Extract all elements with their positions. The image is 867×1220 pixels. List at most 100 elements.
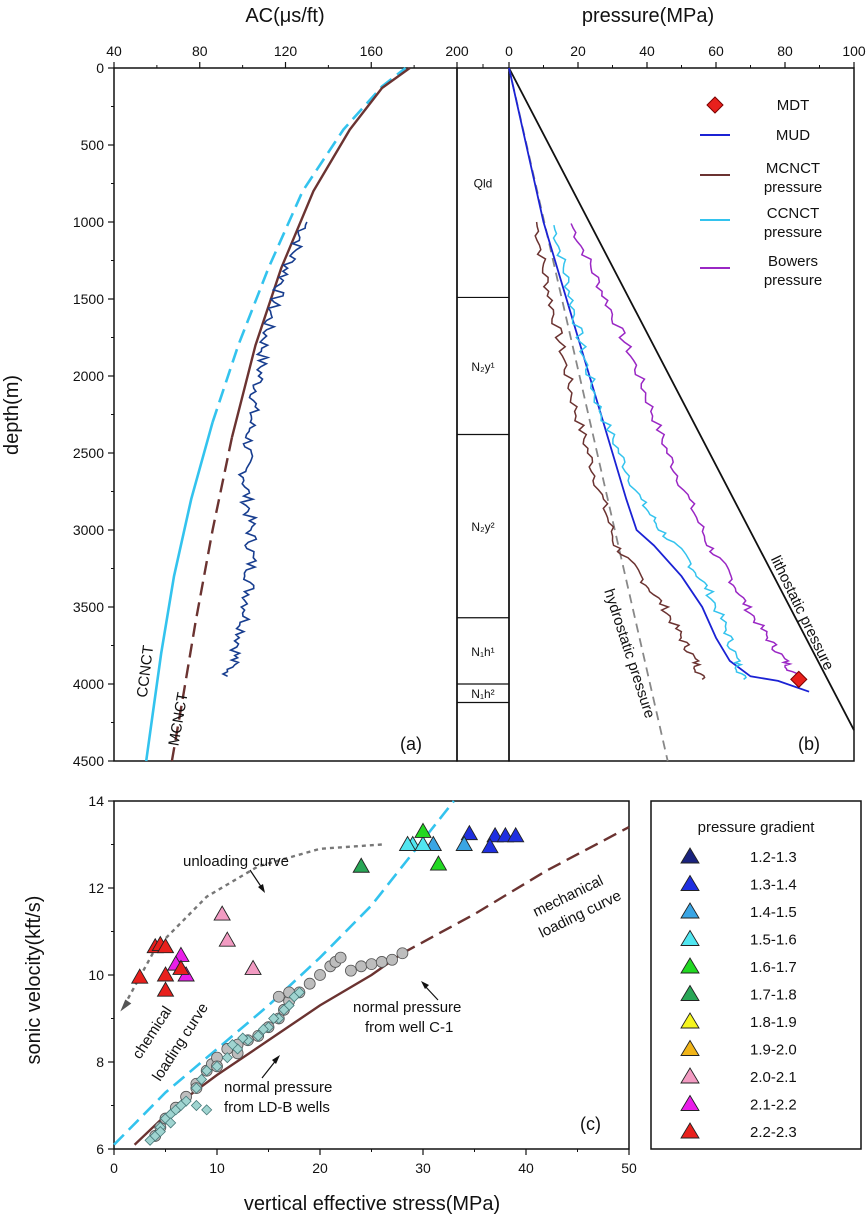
formation-label: N₁h¹ bbox=[471, 645, 494, 659]
ldb-point bbox=[195, 1073, 208, 1085]
unloading-arrow bbox=[249, 869, 263, 889]
panel-c-y-tick-label: 10 bbox=[88, 967, 104, 983]
ldb-point bbox=[268, 1012, 280, 1025]
ldb-point bbox=[190, 1099, 202, 1112]
legend-gradient-label: 1.4-1.5 bbox=[750, 904, 797, 921]
gradient-point bbox=[398, 835, 417, 851]
panel-c-x-tick-label: 10 bbox=[209, 1160, 225, 1176]
ldb-point bbox=[293, 986, 305, 998]
panel-a-y-tick-label: 3000 bbox=[73, 522, 104, 538]
gradient-point bbox=[156, 966, 175, 982]
panel-c-x-tick-label: 40 bbox=[518, 1160, 534, 1176]
panel-c: vertical effective stress(MPa) sonic vel… bbox=[23, 793, 637, 1215]
gradient-point bbox=[156, 937, 175, 954]
legend-gradient-marker bbox=[680, 1012, 700, 1029]
unloading-arrowhead bbox=[258, 884, 265, 893]
panel-a-x-tick-label: 40 bbox=[106, 43, 122, 59]
legend-gradient-label: 1.5-1.6 bbox=[750, 932, 797, 949]
legend-gradient-marker bbox=[680, 1039, 700, 1056]
panel-a-y-tick-label: 4000 bbox=[73, 676, 104, 692]
legend-entry-label: MUD bbox=[776, 127, 810, 144]
gradient-point bbox=[218, 931, 237, 947]
stratigraphic-column: Qld N₂y¹ N₂y² N₁h¹ N₁h² bbox=[456, 64, 510, 762]
gradient-point bbox=[213, 905, 231, 921]
gradient-point bbox=[172, 959, 190, 975]
ldb-arrowhead bbox=[272, 1055, 280, 1064]
legend-gradient-marker bbox=[680, 1067, 700, 1084]
c1-point bbox=[375, 956, 388, 968]
c1-point bbox=[355, 960, 368, 973]
ldb-point bbox=[278, 1004, 290, 1016]
panel-c-y-tick-label: 6 bbox=[96, 1141, 104, 1157]
c1-label-2: from well C-1 bbox=[365, 1019, 453, 1036]
panel-a: AC(μs/ft) depth(m) 40 80 120 160 20005001000… bbox=[1, 5, 469, 769]
legend-entry-label: MCNCT pressure bbox=[764, 160, 822, 196]
ldb-point bbox=[226, 1039, 239, 1051]
ldb-point bbox=[201, 1065, 213, 1077]
legend-mdt-marker bbox=[706, 96, 724, 114]
ccnct-pressure-curve bbox=[552, 224, 747, 680]
panel-a-y-tick-label: 2000 bbox=[73, 368, 104, 384]
legend-gradient-label: 2.0-2.1 bbox=[750, 1069, 797, 1086]
c1-point bbox=[365, 958, 378, 971]
panel-a-y-tick-label: 2500 bbox=[73, 445, 104, 461]
gradient-point bbox=[460, 824, 479, 841]
legend-gradient-marker bbox=[680, 902, 700, 919]
panel-c-x-tick-label: 50 bbox=[621, 1160, 637, 1176]
hydrostatic-pressure-curve bbox=[508, 67, 669, 762]
formation-label: N₂y² bbox=[471, 520, 494, 534]
unloading-curve-label: unloading curve bbox=[183, 853, 289, 870]
panel-b-x-tick-label: 0 bbox=[505, 43, 513, 59]
legend-gradient-marker bbox=[680, 929, 700, 946]
legend-gradient-label: 1.8-1.9 bbox=[750, 1014, 797, 1031]
panel-a-y-axis-title: depth(m) bbox=[1, 375, 23, 455]
panel-a-label: (a) bbox=[400, 734, 422, 754]
panel-b-x-tick-label: 60 bbox=[708, 43, 724, 59]
legend-gradient-label: 2.2-2.3 bbox=[750, 1124, 797, 1141]
legend-gradient-marker bbox=[680, 1094, 700, 1111]
pressure-gradient-legend-frame bbox=[650, 800, 862, 1150]
panel-a-x-axis-title: AC(μs/ft) bbox=[245, 5, 324, 27]
legend-entry-label: MDT bbox=[777, 97, 810, 114]
panel-c-y-tick-label: 12 bbox=[88, 880, 104, 896]
c1-point bbox=[396, 947, 409, 960]
panel-a-x-tick-label: 120 bbox=[274, 43, 298, 59]
gradient-point bbox=[156, 981, 175, 997]
mcnct-pressure-curve bbox=[534, 221, 706, 680]
c1-point bbox=[272, 990, 285, 1003]
panel-a-y-tick-label: 4500 bbox=[73, 753, 104, 769]
gradient-point bbox=[352, 857, 370, 873]
c1-point bbox=[334, 951, 347, 964]
panel-b-legend: MDT MUD MCNCT pressure CCNCT pressure Bowers pr… bbox=[700, 96, 822, 289]
formation-label: Qld bbox=[474, 177, 493, 191]
gradient-point bbox=[455, 835, 473, 851]
ldb-point bbox=[211, 1060, 223, 1072]
panel-a-mcnct-label: MCNCT bbox=[165, 691, 191, 747]
panel-b-x-tick-label: 20 bbox=[570, 43, 586, 59]
chemical-loading-curve bbox=[113, 800, 455, 1146]
gradient-point bbox=[414, 822, 432, 838]
ldb-point bbox=[201, 1104, 213, 1116]
legend-gradient-marker bbox=[680, 874, 700, 891]
legend-gradient-label: 1.7-1.8 bbox=[750, 987, 797, 1004]
panel-b-x-tick-label: 80 bbox=[777, 43, 793, 59]
ldb-point bbox=[175, 1099, 187, 1112]
unloading-arrowhead-end bbox=[120, 999, 132, 1012]
panel-a-x-tick-label: 200 bbox=[445, 43, 469, 59]
legend-gradient-label: 1.3-1.4 bbox=[750, 877, 797, 894]
ldb-point bbox=[237, 1032, 249, 1044]
panel-a-y-tick-label: 0 bbox=[96, 60, 104, 76]
panel-b-label: (b) bbox=[798, 734, 820, 754]
panel-a-y-tick-label: 1500 bbox=[73, 291, 104, 307]
ldb-point bbox=[221, 1052, 233, 1064]
c1-point bbox=[303, 977, 316, 990]
legend-gradient-label: 2.1-2.2 bbox=[750, 1097, 797, 1114]
lithostatic-pressure-label: lithostatic pressure bbox=[767, 553, 837, 673]
panel-c-y-tick-label: 14 bbox=[88, 793, 104, 809]
legend-gradient-label: 1.2-1.3 bbox=[750, 849, 797, 866]
ldb-point bbox=[257, 1023, 269, 1035]
gradient-point bbox=[506, 826, 525, 843]
ldb-point bbox=[252, 1030, 264, 1042]
panel-b: pressure(MPa) 0 20 40 60 80 100 MDT MUD MCNCT pr… bbox=[505, 5, 866, 762]
mdt-point bbox=[790, 670, 808, 689]
